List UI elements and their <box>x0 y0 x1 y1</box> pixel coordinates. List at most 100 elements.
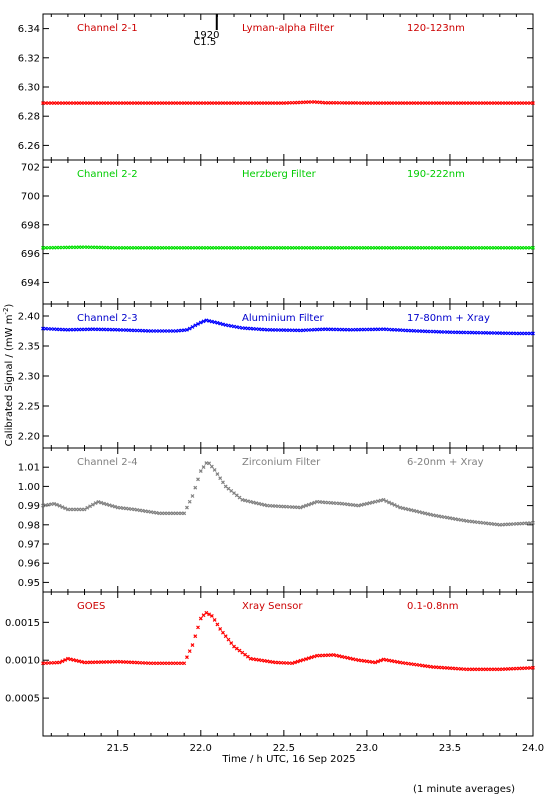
data-point-cross <box>132 507 137 512</box>
panel-label: GOES <box>77 601 105 612</box>
data-point-cross <box>364 501 369 506</box>
data-point-cross <box>118 505 123 510</box>
data-point-cross <box>342 655 347 660</box>
y-tick-label: 6.32 <box>18 53 40 64</box>
data-point-cross <box>198 320 203 325</box>
data-point-cross <box>243 652 248 657</box>
panel-label: Channel 2-4 <box>77 457 138 468</box>
data-point-cross <box>215 622 220 627</box>
data-point-cross <box>137 508 142 513</box>
data-point-cross <box>497 667 502 672</box>
y-tick-label: 0.97 <box>18 540 40 551</box>
data-point-cross <box>306 100 311 105</box>
data-point-cross <box>41 661 45 666</box>
data-point-cross <box>146 509 151 514</box>
data-point-cross <box>52 501 56 506</box>
data-point-cross <box>187 499 192 504</box>
data-point-cross <box>284 101 289 105</box>
data-point-cross <box>370 660 375 665</box>
data-point-cross <box>409 662 414 666</box>
data-point-cross <box>525 666 530 670</box>
data-point-cross <box>63 658 68 662</box>
data-point-cross <box>403 506 408 511</box>
data-point-cross <box>298 505 303 510</box>
y-tick-label: 0.96 <box>18 559 40 570</box>
data-point-cross <box>522 666 527 671</box>
data-point-cross <box>425 664 430 669</box>
y-tick-label: 0.99 <box>18 501 40 512</box>
data-point-cross <box>400 506 405 511</box>
series-points <box>41 318 535 336</box>
data-point-cross <box>417 663 422 668</box>
data-point-cross <box>281 101 286 105</box>
series-points <box>41 245 535 250</box>
y-tick-label: 696 <box>21 249 40 260</box>
panel-channel-2-1: 6.26 6.28 6.30 6.32 6.34 Channel 2-1 Lyman-alp… <box>18 13 535 161</box>
data-point-cross <box>304 100 308 105</box>
data-point-cross <box>237 648 242 653</box>
data-point-cross <box>528 665 533 670</box>
data-point-cross <box>209 319 214 324</box>
data-point-cross <box>237 495 242 500</box>
data-point-cross <box>229 641 234 646</box>
data-point-cross <box>232 644 236 649</box>
data-point-cross <box>423 511 427 516</box>
data-point-cross <box>412 508 416 513</box>
data-point-cross <box>110 503 115 508</box>
data-point-cross <box>442 515 447 520</box>
panel-channel-2-4: 0.95 0.96 0.97 0.98 0.99 1.00 1.01 Channel 2-4 Z… <box>18 447 535 593</box>
data-point-cross <box>367 501 372 505</box>
panel-channel-2-3: 2.20 2.25 2.30 2.35 2.40 Channel 2-3 Aluminium… <box>18 303 535 449</box>
data-point-cross <box>229 488 234 493</box>
y-tick-label: 2.30 <box>18 372 40 383</box>
data-point-cross <box>514 521 519 526</box>
data-point-cross <box>74 658 79 663</box>
y-tick-label: 0.0010 <box>5 656 40 667</box>
data-point-cross <box>129 507 134 512</box>
data-point-cross <box>351 657 355 661</box>
data-point-cross <box>381 497 386 502</box>
data-point-cross <box>315 653 319 658</box>
panel-label: Herzberg Filter <box>242 169 317 180</box>
data-point-cross <box>245 654 250 659</box>
panel-frame <box>42 13 534 161</box>
data-point-cross <box>223 634 228 639</box>
data-point-cross <box>398 660 403 665</box>
y-axis-title-main: Calibrated Signal / (mW m <box>4 315 15 447</box>
data-point-cross <box>478 520 483 525</box>
data-point-cross <box>323 653 328 658</box>
data-point-cross <box>229 324 234 328</box>
data-point-cross <box>240 497 245 502</box>
data-point-cross <box>439 514 444 519</box>
data-point-cross <box>304 328 308 333</box>
y-tick-label: 702 <box>21 163 40 174</box>
data-point-cross <box>298 328 303 333</box>
x-axis-title: Time / h UTC, 16 Sep 2025 <box>221 754 355 765</box>
data-point-cross <box>392 659 397 664</box>
data-point-cross <box>398 505 403 510</box>
data-point-cross <box>309 655 314 660</box>
data-point-cross <box>445 515 450 520</box>
y-axis-title-close: ) <box>4 304 15 308</box>
data-point-cross <box>193 634 198 639</box>
data-point-cross <box>149 510 153 514</box>
data-point-cross <box>179 328 184 333</box>
data-point-cross <box>362 659 367 663</box>
data-point-cross <box>240 650 245 655</box>
data-point-cross <box>362 502 367 507</box>
data-point-cross <box>204 461 209 465</box>
data-point-cross <box>312 654 317 659</box>
data-point-cross <box>309 327 314 332</box>
data-point-cross <box>295 659 300 664</box>
data-point-cross <box>292 660 297 665</box>
data-point-cross <box>456 517 461 522</box>
data-point-cross <box>295 100 300 105</box>
data-point-cross <box>71 658 76 662</box>
data-point-cross <box>201 613 206 618</box>
data-point-cross <box>531 665 535 670</box>
data-point-cross <box>409 508 414 513</box>
data-point-cross <box>448 516 452 521</box>
data-point-cross <box>221 630 225 635</box>
data-point-cross <box>525 521 530 526</box>
